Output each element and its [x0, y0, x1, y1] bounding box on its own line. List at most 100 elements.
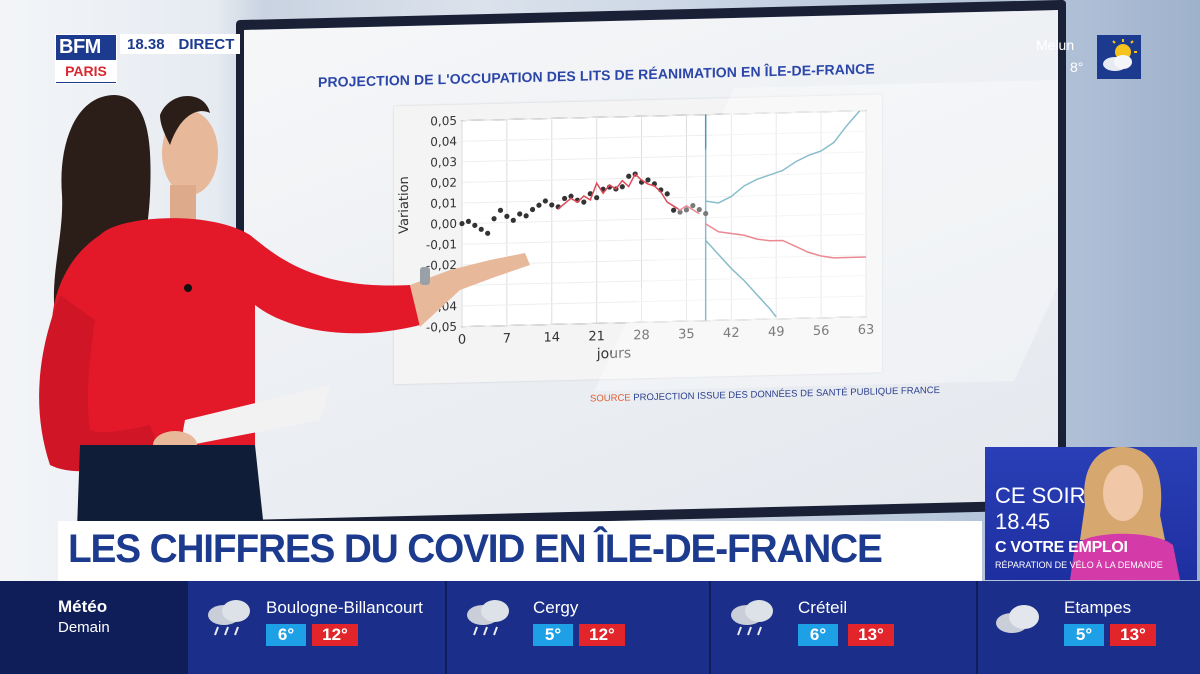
data-point — [459, 221, 465, 227]
sun-cloud-icon — [1097, 35, 1141, 79]
clock-time: 18.38 — [127, 35, 165, 53]
series-line — [705, 239, 777, 318]
y-tick-label: 0,05 — [430, 114, 457, 129]
live-badge: DIRECT — [178, 35, 235, 53]
data-point — [690, 203, 696, 209]
corner-weather-city: Melun — [1036, 37, 1075, 53]
x-tick-label: 21 — [588, 329, 605, 344]
data-point — [472, 222, 478, 228]
weather-city-card: Etampes 5° 13° — [978, 581, 1200, 674]
data-point — [491, 216, 497, 222]
series-line — [705, 223, 866, 259]
source-label: SOURCE — [590, 392, 631, 405]
channel-name: BFM — [59, 36, 101, 58]
x-tick-label: 35 — [678, 327, 695, 342]
x-tick-label: 7 — [503, 331, 511, 346]
data-point — [671, 207, 677, 213]
promo-time: 18.45 — [995, 509, 1051, 534]
y-tick-label: 0,01 — [430, 196, 457, 211]
weather-max-temp: 13° — [1110, 624, 1156, 646]
x-tick-label: 14 — [544, 330, 561, 345]
weather-bar: Météo Demain Boulogne-Billancourt 6° 12°… — [0, 581, 1200, 674]
weather-max-temp: 12° — [579, 624, 625, 646]
data-point — [478, 226, 484, 232]
weather-city-name: Boulogne-Billancourt — [266, 598, 423, 617]
weather-city-card: Cergy 5° 12° — [447, 581, 709, 674]
headline-text: LES CHIFFRES DU COVID EN ÎLE-DE-FRANCE — [68, 527, 883, 571]
data-point — [626, 173, 632, 179]
presenter — [39, 95, 530, 585]
data-point — [465, 218, 472, 225]
data-point — [562, 195, 568, 202]
data-point — [581, 199, 587, 205]
series-line — [705, 110, 861, 204]
x-tick-label: 42 — [723, 326, 740, 341]
y-tick-label: 0,03 — [430, 155, 457, 170]
data-point — [549, 202, 555, 208]
screen-content: PROJECTION DE L'OCCUPATION DES LITS DE R… — [244, 10, 1058, 520]
y-tick-label: -0,02 — [426, 258, 457, 273]
x-tick-label: 0 — [458, 333, 466, 348]
weather-min-temp: 5° — [1064, 624, 1104, 646]
data-point — [504, 213, 510, 219]
data-point — [703, 210, 709, 217]
weather-title: Météo — [58, 597, 108, 616]
weather-label: Météo Demain — [0, 581, 188, 674]
weather-city-name: Cergy — [533, 598, 579, 617]
rain-cloud-icon — [731, 600, 773, 636]
promo-host-photo — [1070, 447, 1180, 580]
y-tick-label: -0,05 — [426, 320, 457, 335]
weather-min-temp: 6° — [798, 624, 838, 646]
weather-city-card: Créteil 6° 13° — [711, 581, 976, 674]
promo-panel: CE SOIR 18.45 C VOTRE EMPLOI RÉPARATION … — [985, 447, 1197, 580]
promo-show: C VOTRE EMPLOI — [995, 539, 1128, 556]
weather-max-temp: 12° — [312, 624, 358, 646]
weather-min-temp: 6° — [266, 624, 306, 646]
data-point — [510, 217, 516, 223]
y-tick-label: 0,00 — [430, 217, 457, 232]
data-point — [677, 209, 683, 215]
data-point — [529, 206, 536, 213]
chart-source: SOURCE PROJECTION ISSUE DES DONNÉES DE S… — [590, 385, 940, 405]
data-point — [523, 213, 529, 219]
channel-region: PARIS — [56, 60, 116, 82]
data-point — [485, 230, 491, 236]
x-tick-label: 56 — [813, 324, 830, 339]
y-tick-label: 0,04 — [430, 134, 457, 149]
promo-subtitle: RÉPARATION DE VÉLO À LA DEMANDE — [995, 560, 1163, 570]
rain-cloud-icon — [467, 600, 509, 636]
data-point — [568, 193, 574, 199]
studio-screen: PROJECTION DE L'OCCUPATION DES LITS DE R… — [236, 0, 1066, 531]
promo-title: CE SOIR — [995, 483, 1086, 508]
data-point — [664, 191, 670, 197]
channel-logo: BFM PARIS — [55, 34, 117, 84]
data-point — [536, 202, 542, 208]
weather-city-card: Boulogne-Billancourt 6° 12° — [188, 581, 445, 674]
headline-banner: LES CHIFFRES DU COVID EN ÎLE-DE-FRANCE — [58, 521, 982, 581]
rain-cloud-icon — [208, 600, 250, 636]
series-line — [557, 172, 700, 215]
y-tick-label: -0,01 — [426, 237, 457, 252]
weather-max-temp: 13° — [848, 624, 894, 646]
weather-min-temp: 5° — [533, 624, 573, 646]
weather-city-name: Créteil — [798, 598, 848, 617]
weather-city-name: Etampes — [1064, 598, 1132, 617]
data-point — [517, 211, 523, 217]
x-tick-label: 63 — [858, 323, 875, 338]
data-point — [696, 206, 702, 213]
data-point — [594, 195, 600, 201]
data-point — [497, 207, 504, 213]
y-axis-label: Variation — [397, 176, 412, 234]
weather-day: Demain — [58, 619, 110, 636]
data-point — [645, 177, 651, 183]
live-clock: 18.38 DIRECT — [120, 34, 241, 54]
corner-weather-temp: 8° — [1070, 59, 1084, 75]
cloud-icon — [996, 605, 1039, 633]
y-tick-label: 0,02 — [430, 176, 457, 191]
x-tick-label: 28 — [633, 328, 650, 343]
x-axis-label: jours — [596, 345, 631, 362]
source-text: PROJECTION ISSUE DES DONNÉES DE SANTÉ PU… — [633, 384, 940, 404]
data-point — [619, 184, 625, 190]
data-point — [683, 207, 690, 213]
x-tick-label: 49 — [768, 325, 785, 340]
